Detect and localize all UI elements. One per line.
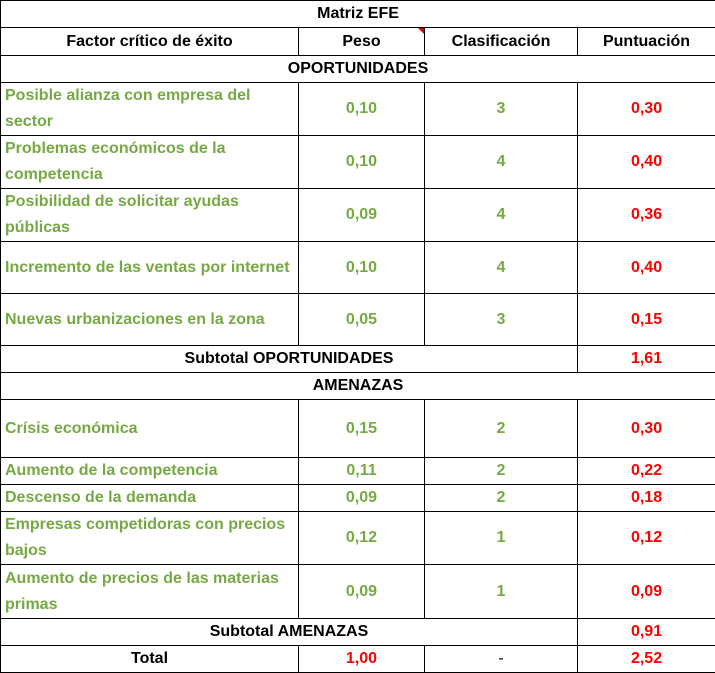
- table-row: Incremento de las ventas por internet 0,…: [1, 242, 715, 294]
- comment-indicator-icon[interactable]: [418, 28, 424, 34]
- peso-cell[interactable]: 0,11: [299, 458, 425, 485]
- table-row: Aumento de precios de las materias prima…: [1, 565, 715, 619]
- matrix-title: Matriz EFE: [1, 1, 715, 28]
- subtotal-value-oportunidades[interactable]: 1,61: [578, 346, 715, 373]
- table-row: Posibilidad de solicitar ayudas públicas…: [1, 189, 715, 242]
- subtotal-label-amenazas: Subtotal AMENAZAS: [1, 619, 578, 646]
- clasificacion-cell[interactable]: 3: [425, 83, 578, 136]
- peso-cell[interactable]: 0,10: [299, 136, 425, 189]
- clasificacion-cell[interactable]: 4: [425, 189, 578, 242]
- header-peso-label: Peso: [342, 33, 380, 50]
- peso-cell[interactable]: 0,10: [299, 83, 425, 136]
- section-row-amenazas: AMENAZAS: [1, 373, 715, 400]
- clasificacion-cell[interactable]: 2: [425, 485, 578, 512]
- factor-cell[interactable]: Incremento de las ventas por internet: [1, 242, 299, 294]
- peso-cell[interactable]: 0,09: [299, 565, 425, 619]
- factor-cell[interactable]: Empresas competidoras con precios bajos: [1, 512, 299, 565]
- puntuacion-cell[interactable]: 0,12: [578, 512, 715, 565]
- peso-cell[interactable]: 0,15: [299, 400, 425, 458]
- header-puntuacion: Puntuación: [578, 28, 715, 56]
- header-clasificacion: Clasificación: [425, 28, 578, 56]
- table-row: Posible alianza con empresa del sector 0…: [1, 83, 715, 136]
- total-puntuacion[interactable]: 2,52: [578, 646, 715, 673]
- puntuacion-cell[interactable]: 0,22: [578, 458, 715, 485]
- puntuacion-cell[interactable]: 0,36: [578, 189, 715, 242]
- peso-cell[interactable]: 0,10: [299, 242, 425, 294]
- factor-cell[interactable]: Aumento de precios de las materias prima…: [1, 565, 299, 619]
- clasificacion-cell[interactable]: 2: [425, 458, 578, 485]
- factor-cell[interactable]: Aumento de la competencia: [1, 458, 299, 485]
- puntuacion-cell[interactable]: 0,18: [578, 485, 715, 512]
- peso-cell[interactable]: 0,09: [299, 485, 425, 512]
- header-peso: Peso: [299, 28, 425, 56]
- clasificacion-cell[interactable]: 1: [425, 565, 578, 619]
- puntuacion-cell[interactable]: 0,09: [578, 565, 715, 619]
- clasificacion-cell[interactable]: 2: [425, 400, 578, 458]
- puntuacion-cell[interactable]: 0,30: [578, 400, 715, 458]
- factor-cell[interactable]: Descenso de la demanda: [1, 485, 299, 512]
- section-label-oportunidades: OPORTUNIDADES: [1, 56, 715, 83]
- puntuacion-cell[interactable]: 0,30: [578, 83, 715, 136]
- table-row: Empresas competidoras con precios bajos …: [1, 512, 715, 565]
- subtotal-value-amenazas[interactable]: 0,91: [578, 619, 715, 646]
- puntuacion-cell[interactable]: 0,40: [578, 242, 715, 294]
- total-peso[interactable]: 1,00: [299, 646, 425, 673]
- subtotal-label-oportunidades: Subtotal OPORTUNIDADES: [1, 346, 578, 373]
- peso-cell[interactable]: 0,05: [299, 294, 425, 346]
- title-row: Matriz EFE: [1, 1, 715, 28]
- header-row: Factor crítico de éxito Peso Clasificaci…: [1, 28, 715, 56]
- puntuacion-cell[interactable]: 0,40: [578, 136, 715, 189]
- factor-cell[interactable]: Posibilidad de solicitar ayudas públicas: [1, 189, 299, 242]
- factor-cell[interactable]: Crísis económica: [1, 400, 299, 458]
- total-label: Total: [1, 646, 299, 673]
- factor-cell[interactable]: Nuevas urbanizaciones en la zona: [1, 294, 299, 346]
- subtotal-row-oportunidades: Subtotal OPORTUNIDADES 1,61: [1, 346, 715, 373]
- peso-cell[interactable]: 0,09: [299, 189, 425, 242]
- factor-cell[interactable]: Problemas económicos de la competencia: [1, 136, 299, 189]
- table-row: Problemas económicos de la competencia 0…: [1, 136, 715, 189]
- table-row: Crísis económica 0,15 2 0,30: [1, 400, 715, 458]
- section-label-amenazas: AMENAZAS: [1, 373, 715, 400]
- table-row: Aumento de la competencia 0,11 2 0,22: [1, 458, 715, 485]
- table-row: Nuevas urbanizaciones en la zona 0,05 3 …: [1, 294, 715, 346]
- subtotal-row-amenazas: Subtotal AMENAZAS 0,91: [1, 619, 715, 646]
- total-row: Total 1,00 - 2,52: [1, 646, 715, 673]
- clasificacion-cell[interactable]: 3: [425, 294, 578, 346]
- puntuacion-cell[interactable]: 0,15: [578, 294, 715, 346]
- clasificacion-cell[interactable]: 1: [425, 512, 578, 565]
- factor-cell[interactable]: Posible alianza con empresa del sector: [1, 83, 299, 136]
- header-factor: Factor crítico de éxito: [1, 28, 299, 56]
- peso-cell[interactable]: 0,12: [299, 512, 425, 565]
- clasificacion-cell[interactable]: 4: [425, 136, 578, 189]
- table-row: Descenso de la demanda 0,09 2 0,18: [1, 485, 715, 512]
- section-row-oportunidades: OPORTUNIDADES: [1, 56, 715, 83]
- clasificacion-cell[interactable]: 4: [425, 242, 578, 294]
- total-clasificacion[interactable]: -: [425, 646, 578, 673]
